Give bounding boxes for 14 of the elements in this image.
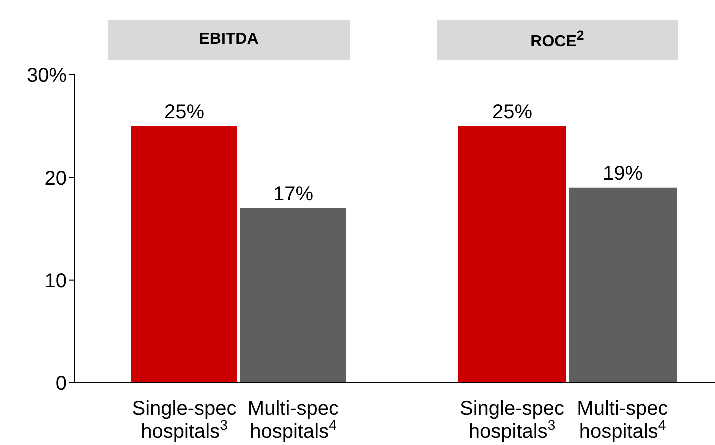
y-tick-label: 0 (56, 373, 67, 396)
data-label: 25% (164, 101, 205, 124)
data-label: 17% (273, 183, 314, 206)
x-tick-label: Single-spec hospitals$^{3}$ (460, 398, 565, 443)
x-tick-label: Multi-spec hospitals$^{4}$ (248, 398, 340, 443)
y-tick-label: 10 (44, 270, 67, 292)
data-label: 19% (602, 162, 644, 185)
x-tick-label: Multi-spec hospitals$^{4}$ (577, 398, 668, 443)
x-tick-label: Single-spec hospitals$^{3}$ (132, 398, 237, 443)
data-label: 25% (492, 101, 533, 124)
y-tick-label: 20 (44, 168, 67, 190)
chart-title: ROCE$^{2}$ (530, 28, 584, 52)
chart-title: EBITDA (199, 31, 259, 49)
y-tick-label: 30% (26, 65, 68, 88)
